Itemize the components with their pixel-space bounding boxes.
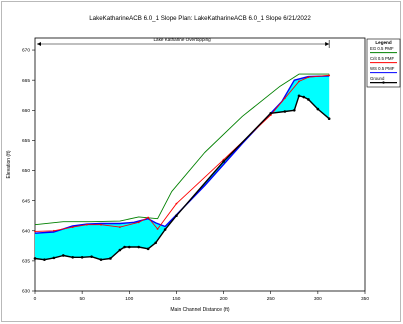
- y-tick-label: 655: [22, 138, 30, 144]
- series-line-crit: [34, 74, 330, 232]
- y-tick-label: 635: [22, 259, 30, 265]
- legend-label: WS 0.5 PMF: [370, 66, 395, 71]
- y-tick-label: 640: [22, 228, 30, 234]
- ground-point: [90, 255, 93, 258]
- ground-point: [175, 214, 178, 218]
- crit-point: [175, 202, 178, 205]
- y-tick-label: 650: [22, 168, 30, 174]
- series-line-ws: [34, 75, 330, 234]
- legend-label: Crit 0.5 PMF: [370, 56, 394, 61]
- ground-point: [109, 257, 112, 260]
- crit-point: [147, 216, 150, 219]
- series-line-eg: [34, 73, 330, 226]
- ground-point: [222, 160, 225, 163]
- ground-point: [43, 258, 46, 261]
- crit-point: [298, 80, 300, 83]
- y-axis-label: Elevation (ft): [6, 150, 12, 178]
- ground-point: [283, 110, 287, 113]
- ground-point: [292, 108, 296, 112]
- ground-point: [33, 257, 37, 260]
- crit-point: [137, 221, 140, 224]
- x-tick-label: 50: [79, 296, 85, 302]
- y-tick-label: 665: [22, 78, 30, 84]
- x-tick-label: 0: [34, 296, 37, 302]
- series-line-ground: [34, 95, 330, 261]
- crit-point: [283, 97, 286, 100]
- crit-point: [307, 76, 310, 79]
- crit-point: [118, 226, 121, 229]
- crit-point: [52, 229, 55, 232]
- water-area: [35, 75, 330, 260]
- y-tick-label: 660: [22, 108, 30, 114]
- ground-point: [146, 247, 150, 251]
- y-tick-label: 645: [22, 198, 30, 204]
- ground-point: [127, 245, 131, 249]
- y-tick-label: 630: [22, 289, 30, 295]
- annotation-label: Lake Katharine Overtopping: [153, 37, 211, 42]
- crit-point: [328, 74, 331, 77]
- crit-point: [100, 223, 102, 226]
- ground-point: [302, 95, 306, 99]
- ground-point: [297, 94, 301, 98]
- ground-point: [52, 256, 56, 260]
- ground-point: [137, 245, 141, 249]
- ground-point: [327, 117, 331, 121]
- ground-point: [163, 228, 167, 231]
- x-axis-label: Main Channel Distance (ft): [170, 307, 230, 313]
- chart-title: LakeKatharineACB 6.0_1 Slope Plan: LakeK…: [89, 15, 311, 22]
- ground-point: [307, 98, 310, 101]
- x-tick-label: 300: [314, 296, 322, 302]
- x-tick-label: 200: [220, 296, 228, 302]
- annotation-arrow-right: [325, 42, 330, 46]
- ground-point: [118, 248, 122, 252]
- crit-point: [85, 223, 88, 226]
- ground-point: [71, 255, 75, 259]
- ground-point: [99, 258, 103, 261]
- x-tick-label: 350: [361, 296, 369, 302]
- y-tick-label: 670: [22, 48, 30, 54]
- annotation-arrow-left: [37, 42, 41, 46]
- ground-point: [80, 255, 84, 259]
- legend-title: Legend: [375, 40, 392, 45]
- ground-point: [154, 241, 157, 245]
- legend-swatch-marker: [382, 81, 385, 84]
- x-tick-label: 150: [172, 296, 180, 302]
- plot-area: [34, 37, 366, 292]
- x-tick-label: 250: [267, 296, 275, 302]
- legend-label: Ground: [370, 76, 385, 81]
- ground-point: [123, 245, 126, 249]
- ground-point: [269, 111, 273, 115]
- x-tick-label: 100: [125, 296, 133, 302]
- crit-point: [71, 226, 74, 229]
- crit-point: [156, 228, 159, 230]
- ground-point: [316, 107, 320, 111]
- ground-point: [61, 254, 65, 257]
- legend-label: EG 0.5 PMF: [370, 46, 394, 51]
